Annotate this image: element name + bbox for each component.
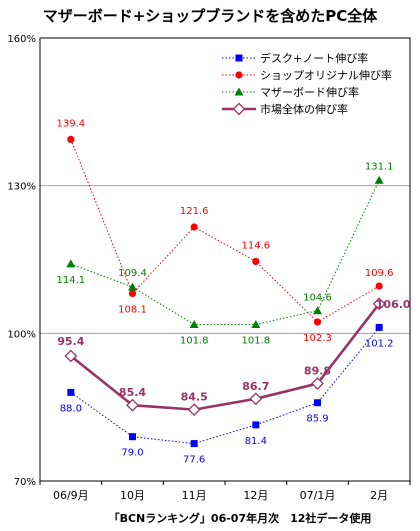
- data-point: [126, 398, 139, 412]
- data-point: [252, 421, 260, 429]
- data-point: [187, 403, 201, 417]
- data-point: [129, 433, 136, 441]
- data-label: 101.2: [365, 338, 394, 349]
- data-label: 101.8: [242, 335, 271, 346]
- data-point: [313, 306, 322, 315]
- data-label: 102.3: [303, 333, 332, 344]
- x-tick-label: 07/1月: [300, 489, 336, 502]
- legend-label: ショップオリジナル伸び率: [260, 68, 392, 82]
- data-label: 85.4: [119, 386, 146, 399]
- data-point: [128, 282, 137, 291]
- data-point: [375, 323, 383, 331]
- data-point: [67, 135, 75, 143]
- x-tick-label: 11月: [182, 489, 207, 502]
- data-label: 85.9: [306, 414, 328, 425]
- data-label: 139.4: [57, 118, 86, 129]
- data-label: 95.4: [57, 335, 84, 348]
- data-point: [128, 289, 137, 298]
- data-point: [190, 223, 198, 231]
- series-line: [70, 327, 380, 445]
- legend-marker: [235, 54, 243, 62]
- data-point: [372, 297, 386, 311]
- series-line: [70, 180, 380, 325]
- legend-marker: [234, 87, 244, 96]
- y-tick-label: 100%: [7, 329, 36, 340]
- data-point: [66, 259, 76, 268]
- legend-label: デスク+ノート伸び率: [260, 51, 368, 65]
- x-tick-label: 2月: [370, 489, 388, 502]
- legend-label: 市場全体の伸び率: [260, 102, 348, 116]
- series-line: [70, 139, 380, 323]
- data-label: 121.6: [180, 206, 209, 217]
- data-label: 86.7: [242, 380, 269, 393]
- data-label: 81.4: [245, 436, 267, 447]
- data-point: [189, 319, 199, 328]
- plot-area: 70% 100% 130% 160% 06/9月 10月 11月 12月 07/1月 2月 88.0…: [7, 34, 411, 502]
- legend-marker: [235, 71, 243, 79]
- data-label: 104.6: [303, 293, 332, 304]
- data-point: [67, 388, 75, 396]
- legend-label: マザーボード伸び率: [260, 85, 359, 99]
- data-point: [374, 175, 384, 184]
- data-label: 88.0: [60, 403, 82, 414]
- data-label: 89.8: [304, 365, 331, 378]
- x-tick-label: 06/9月: [53, 489, 89, 502]
- data-label: 109.4: [118, 268, 147, 279]
- y-tick-label: 160%: [7, 34, 36, 45]
- data-label: 79.0: [121, 448, 143, 459]
- data-label: 84.5: [181, 391, 208, 404]
- data-label: 114.1: [57, 275, 86, 286]
- data-label: 131.1: [365, 161, 394, 172]
- x-tick-label: 12月: [243, 489, 268, 502]
- data-point: [64, 349, 78, 363]
- legend-marker: [232, 102, 246, 116]
- data-point: [251, 319, 261, 328]
- data-label: 108.1: [118, 304, 147, 315]
- data-point: [313, 318, 322, 326]
- data-label: 101.8: [180, 335, 209, 346]
- y-tick-label: 70%: [14, 477, 36, 488]
- data-point: [375, 282, 383, 290]
- y-tick-label: 130%: [7, 182, 36, 193]
- data-point: [314, 399, 321, 407]
- data-point: [190, 440, 198, 448]
- data-point: [249, 392, 263, 406]
- data-label: 77.6: [183, 455, 205, 466]
- chart-title: マザーボード+ショップブランドを含めたPC全体: [43, 7, 379, 25]
- data-point: [311, 377, 324, 390]
- series-line: [70, 303, 381, 411]
- x-tick-label: 10月: [120, 489, 145, 502]
- data-point: [252, 257, 260, 266]
- data-label: 114.6: [242, 240, 271, 251]
- data-label: 109.6: [365, 268, 394, 279]
- data-label: 106.0: [376, 298, 411, 311]
- plot-border: [39, 37, 411, 482]
- source-note: 「BCNランキング」06-07年月次 12社データ使用: [109, 511, 372, 525]
